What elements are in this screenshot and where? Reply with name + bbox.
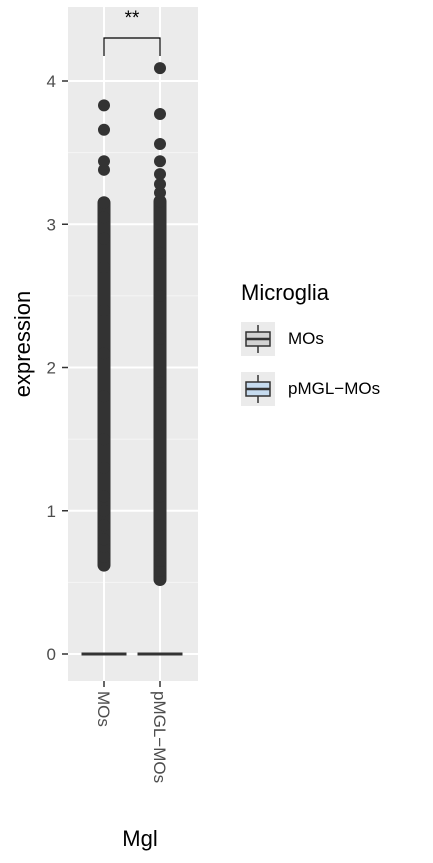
outlier-point (154, 246, 166, 259)
outlier-point (98, 347, 110, 360)
outlier-point (98, 304, 110, 317)
outlier-point (98, 123, 110, 136)
outlier-point (98, 461, 110, 474)
legend-box-glyph-pmgl-mos (245, 375, 271, 403)
y-tick-label: 4 (47, 72, 56, 91)
outlier-point (154, 195, 166, 208)
outlier-point (154, 168, 166, 181)
outlier-point (154, 155, 166, 168)
significance-label: ** (125, 8, 140, 29)
outlier-point (98, 559, 110, 572)
legend-label-mos: MOs (288, 329, 324, 348)
legend-box-glyph-mos (245, 325, 271, 353)
outlier-point (98, 211, 110, 224)
y-tick-label: 1 (47, 502, 56, 521)
outlier-point (98, 163, 110, 176)
outlier-point (154, 461, 166, 474)
y-tick-label: 3 (47, 215, 56, 234)
outlier-point (154, 554, 166, 567)
y-tick-label: 2 (47, 359, 56, 378)
outlier-point (98, 232, 110, 245)
outlier-point (98, 533, 110, 546)
outlier-point (98, 261, 110, 274)
outlier-point (98, 519, 110, 532)
outlier-point (154, 375, 166, 388)
outlier-point (98, 550, 110, 563)
x-axis-title: Mgl (122, 826, 158, 851)
outlier-point (154, 218, 166, 231)
outlier-point (154, 178, 166, 191)
legend-item-pmgl-mos: pMGL−MOs (241, 372, 431, 408)
outlier-point (98, 196, 110, 209)
x-tick-label: MOs (94, 691, 113, 727)
outlier-point (98, 99, 110, 112)
outlier-point (98, 155, 110, 168)
outlier-point (154, 107, 166, 120)
outlier-point (154, 540, 166, 553)
outlier-point (98, 490, 110, 503)
outlier-point (154, 186, 166, 199)
outlier-point (154, 490, 166, 503)
x-tick-label: pMGL−MOs (150, 691, 169, 783)
outlier-point (154, 332, 166, 345)
outlier-point (154, 138, 166, 151)
y-axis-title: expression (10, 291, 35, 397)
outlier-point (154, 564, 166, 577)
y-tick-label: 0 (47, 645, 56, 664)
series-1 (137, 62, 183, 656)
outlier-point (154, 573, 166, 586)
legend-key-pmgl-mos (241, 372, 275, 406)
legend-key-mos (241, 322, 275, 356)
outlier-point (98, 433, 110, 446)
outlier-point (154, 289, 166, 302)
legend-label-pmgl-mos: pMGL−MOs (288, 379, 381, 398)
outlier-point (154, 62, 166, 75)
outlier-point (98, 390, 110, 403)
outlier-point (98, 504, 110, 517)
plot-panel (68, 7, 198, 681)
series-0 (81, 99, 127, 656)
outlier-point (154, 519, 166, 532)
outlier-point (154, 418, 166, 431)
legend-item-mos: MOs (241, 322, 431, 358)
significance-bracket (103, 37, 161, 56)
legend-title: Microglia (241, 280, 330, 305)
